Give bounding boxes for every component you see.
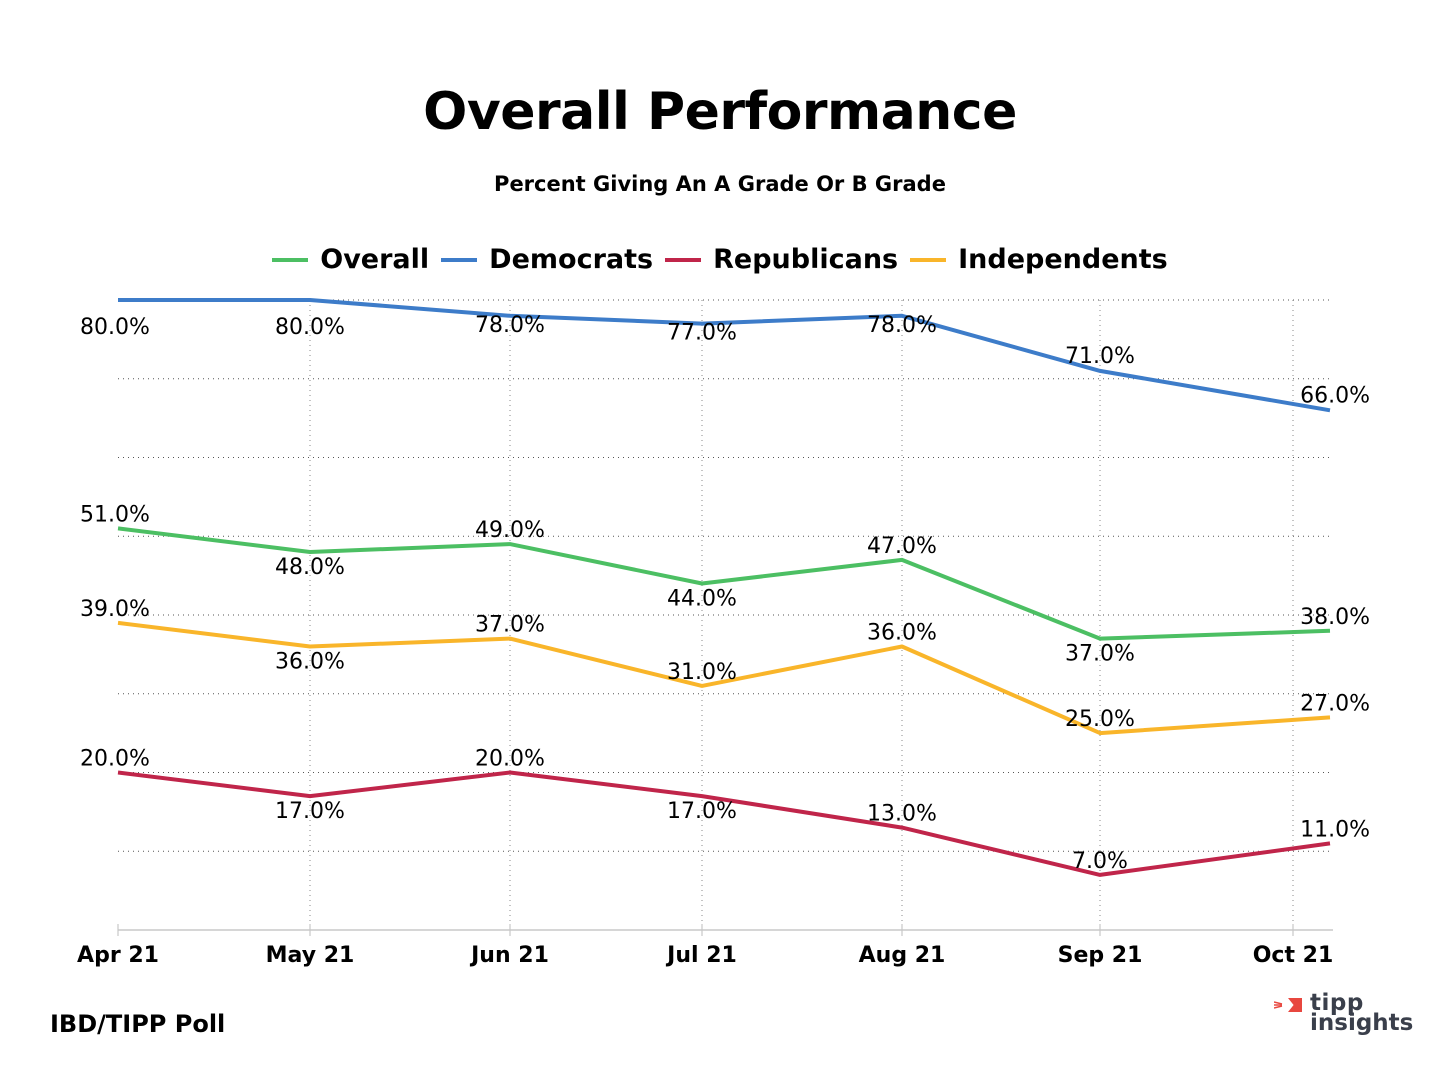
legend-label-overall: Overall: [320, 244, 430, 275]
legend-label-independents: Independents: [958, 244, 1168, 275]
data-label: 36.0%: [867, 621, 937, 646]
logo-text-insights: insights: [1310, 1010, 1414, 1036]
chart-subtitle: Percent Giving An A Grade Or B Grade: [494, 172, 946, 196]
data-label: 39.0%: [80, 597, 150, 622]
data-label: 37.0%: [1065, 642, 1135, 667]
data-label: 44.0%: [667, 587, 737, 612]
series-line-republicans: [117, 770, 1331, 877]
logo-text-tipp: tipp: [1310, 990, 1364, 1016]
data-label: 48.0%: [275, 555, 345, 580]
x-tick-label: Sep 21: [1058, 943, 1143, 968]
data-label: 11.0%: [1300, 817, 1370, 842]
legend-swatch-independents: [910, 257, 947, 262]
legend-item-independents[interactable]: Independents: [910, 244, 1168, 275]
data-label: 78.0%: [867, 313, 937, 338]
x-tick-label: May 21: [266, 943, 355, 968]
data-label: 20.0%: [80, 747, 150, 772]
legend: Overall Democrats Republicans Independen…: [0, 244, 1440, 275]
legend-label-republicans: Republicans: [713, 244, 899, 275]
legend-swatch-overall: [272, 257, 309, 262]
chart-title: Overall Performance: [423, 82, 1017, 142]
data-label: 51.0%: [80, 502, 150, 527]
data-label: 37.0%: [475, 613, 545, 638]
x-tick-label: Jul 21: [665, 943, 737, 968]
data-label: 20.0%: [475, 747, 545, 772]
data-label: 80.0%: [80, 315, 150, 340]
data-label: 17.0%: [667, 799, 737, 824]
data-label: 78.0%: [475, 313, 545, 338]
legend-item-overall[interactable]: Overall: [272, 244, 429, 275]
x-tick-label: Aug 21: [859, 943, 946, 968]
tipp-insights-logo: tipp insights: [1272, 990, 1414, 1040]
data-label: 25.0%: [1065, 707, 1135, 732]
series-line-independents: [117, 620, 1331, 736]
data-label: 13.0%: [867, 802, 937, 827]
data-label: 7.0%: [1072, 849, 1128, 874]
x-tick-label: Oct 21: [1253, 943, 1334, 968]
legend-swatch-democrats: [441, 257, 478, 262]
data-label: 49.0%: [475, 518, 545, 543]
legend-label-democrats: Democrats: [489, 244, 654, 275]
data-label: 71.0%: [1065, 344, 1135, 369]
series-line-democrats: [118, 298, 1331, 413]
source-label: IBD/TIPP Poll: [50, 1010, 226, 1038]
x-tick-label: Apr 21: [77, 943, 159, 968]
logo-flag-icon: [1288, 998, 1302, 1012]
data-label: 36.0%: [275, 650, 345, 675]
data-label: 17.0%: [275, 799, 345, 824]
logo-lines-icon: [1274, 1001, 1283, 1009]
legend-item-republicans[interactable]: Republicans: [665, 244, 898, 275]
data-label: 38.0%: [1300, 605, 1370, 630]
data-label: 66.0%: [1300, 383, 1370, 408]
legend-swatch-republicans: [665, 257, 702, 262]
x-tick-label: Jun 21: [469, 943, 549, 968]
data-label: 27.0%: [1300, 691, 1370, 716]
data-label: 80.0%: [275, 315, 345, 340]
data-label: 77.0%: [667, 321, 737, 346]
series-line-overall: [117, 526, 1331, 641]
legend-item-democrats[interactable]: Democrats: [441, 244, 653, 275]
data-label: 31.0%: [667, 660, 737, 685]
data-label: 47.0%: [867, 534, 937, 559]
